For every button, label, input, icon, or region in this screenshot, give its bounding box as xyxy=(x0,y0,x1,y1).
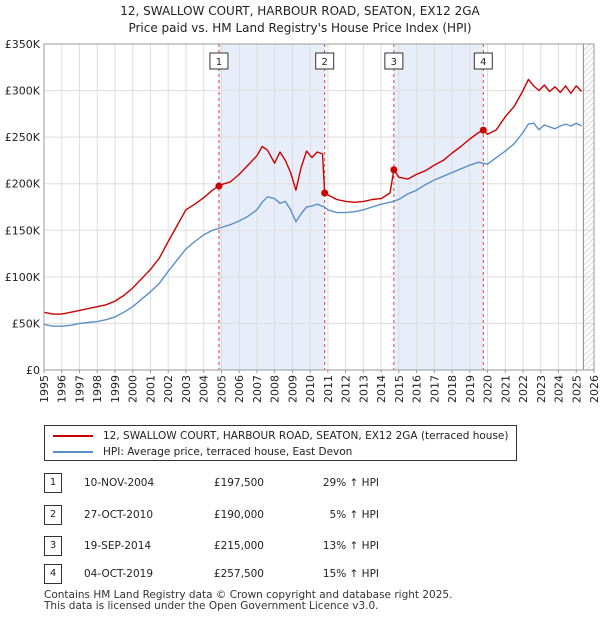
y-tick-label: £100K xyxy=(5,271,41,284)
transaction-number-badge: 1 xyxy=(44,473,62,493)
transaction-hpi-change: 15% ↑ HPI xyxy=(322,568,379,580)
x-tick-label: 2024 xyxy=(553,375,566,403)
x-tick-label: 1995 xyxy=(38,375,51,403)
legend-label-property: 12, SWALLOW COURT, HARBOUR ROAD, SEATON,… xyxy=(103,430,509,442)
y-tick-label: £200K xyxy=(5,178,41,191)
x-tick-label: 2011 xyxy=(322,375,335,403)
transaction-number-badge: 4 xyxy=(44,564,62,584)
x-tick-label: 2021 xyxy=(499,375,512,403)
x-tick-label: 1998 xyxy=(91,375,104,403)
x-tick-label: 2007 xyxy=(251,375,264,403)
chart-subtitle: Price paid vs. HM Land Registry's House … xyxy=(128,21,471,35)
transaction-number-badge: 3 xyxy=(44,536,62,556)
chart-legend: 12, SWALLOW COURT, HARBOUR ROAD, SEATON,… xyxy=(44,425,517,461)
x-tick-label: 2012 xyxy=(340,375,353,403)
ownership-period-band xyxy=(393,44,484,370)
x-tick-label: 2008 xyxy=(269,375,282,403)
x-tick-label: 2004 xyxy=(198,375,211,403)
x-tick-label: 2020 xyxy=(482,375,495,403)
x-tick-label: 2006 xyxy=(233,375,246,403)
y-tick-label: £300K xyxy=(5,85,41,98)
x-tick-label: 1999 xyxy=(109,375,122,403)
legend-item-hpi: HPI: Average price, terraced house, East… xyxy=(53,444,352,460)
sale-marker-box xyxy=(315,52,335,70)
transaction-date: 10-NOV-2004 xyxy=(84,477,155,489)
legend-swatch-property xyxy=(53,435,93,437)
sale-point xyxy=(215,182,223,190)
sale-marker-label: 1 xyxy=(216,57,222,68)
x-tick-label: 2016 xyxy=(411,375,424,403)
transaction-price: £197,500 xyxy=(213,477,264,489)
transaction-number-badge: 2 xyxy=(44,505,62,525)
legend-label-hpi: HPI: Average price, terraced house, East… xyxy=(103,446,353,458)
x-tick-label: 2017 xyxy=(428,375,441,403)
footer-copyright: Contains HM Land Registry data © Crown c… xyxy=(44,589,453,601)
transaction-hpi-change: 29% ↑ HPI xyxy=(322,477,379,489)
transaction-hpi-change: 5% ↑ HPI xyxy=(329,509,379,521)
price-chart: 12, SWALLOW COURT, HARBOUR ROAD, SEATON,… xyxy=(5,4,600,403)
footer-attribution: Contains HM Land Registry data © Crown c… xyxy=(44,590,452,612)
x-tick-label: 2026 xyxy=(588,375,600,403)
y-tick-label: £350K xyxy=(5,38,41,51)
x-tick-label: 2001 xyxy=(144,375,157,403)
plot-frame xyxy=(43,43,595,371)
x-tick-label: 2015 xyxy=(393,375,406,403)
transaction-date: 19-SEP-2014 xyxy=(84,540,152,552)
transaction-hpi-change: 13% ↑ HPI xyxy=(322,540,379,552)
x-tick-label: 2010 xyxy=(304,375,317,403)
sale-marker-label: 4 xyxy=(480,57,486,68)
x-tick-label: 2019 xyxy=(464,375,477,403)
x-tick-label: 2023 xyxy=(535,375,548,403)
x-tick-label: 1997 xyxy=(73,375,86,403)
y-tick-label: £0 xyxy=(26,364,40,377)
sale-marker-label: 2 xyxy=(321,57,327,68)
transaction-date: 27-OCT-2010 xyxy=(84,509,153,521)
legend-item-property: 12, SWALLOW COURT, HARBOUR ROAD, SEATON,… xyxy=(53,428,509,444)
legend-swatch-hpi xyxy=(53,451,93,453)
x-tick-label: 2002 xyxy=(162,375,175,403)
x-tick-label: 2003 xyxy=(180,375,193,403)
x-tick-label: 1996 xyxy=(56,375,69,403)
x-tick-label: 2013 xyxy=(357,375,370,403)
x-tick-label: 2025 xyxy=(570,375,583,403)
sale-point xyxy=(321,189,329,197)
x-tick-label: 2009 xyxy=(286,375,299,403)
x-tick-label: 2022 xyxy=(517,375,530,403)
x-tick-label: 2000 xyxy=(127,375,140,403)
chart-title: 12, SWALLOW COURT, HARBOUR ROAD, SEATON,… xyxy=(120,4,480,18)
sale-marker-box xyxy=(209,52,229,70)
x-tick-label: 2018 xyxy=(446,375,459,403)
sale-marker-box xyxy=(473,52,493,70)
y-tick-label: £250K xyxy=(5,131,41,144)
transaction-price: £215,000 xyxy=(213,540,264,552)
sale-marker-label: 3 xyxy=(391,57,397,68)
x-tick-label: 2014 xyxy=(375,375,388,403)
transaction-date: 04-OCT-2019 xyxy=(84,568,153,580)
forecast-hatch-region xyxy=(583,44,594,370)
sale-point xyxy=(479,126,487,134)
footer-licence: This data is licensed under the Open Gov… xyxy=(44,600,379,612)
transaction-price: £257,500 xyxy=(213,568,264,580)
sale-marker-box xyxy=(384,52,404,70)
y-tick-label: £150K xyxy=(5,224,41,237)
sale-point xyxy=(390,166,398,174)
series-line xyxy=(43,122,582,327)
y-tick-label: £50K xyxy=(12,317,41,330)
transaction-price: £190,000 xyxy=(213,509,264,521)
series-line xyxy=(43,78,583,315)
x-tick-label: 2005 xyxy=(215,375,228,403)
